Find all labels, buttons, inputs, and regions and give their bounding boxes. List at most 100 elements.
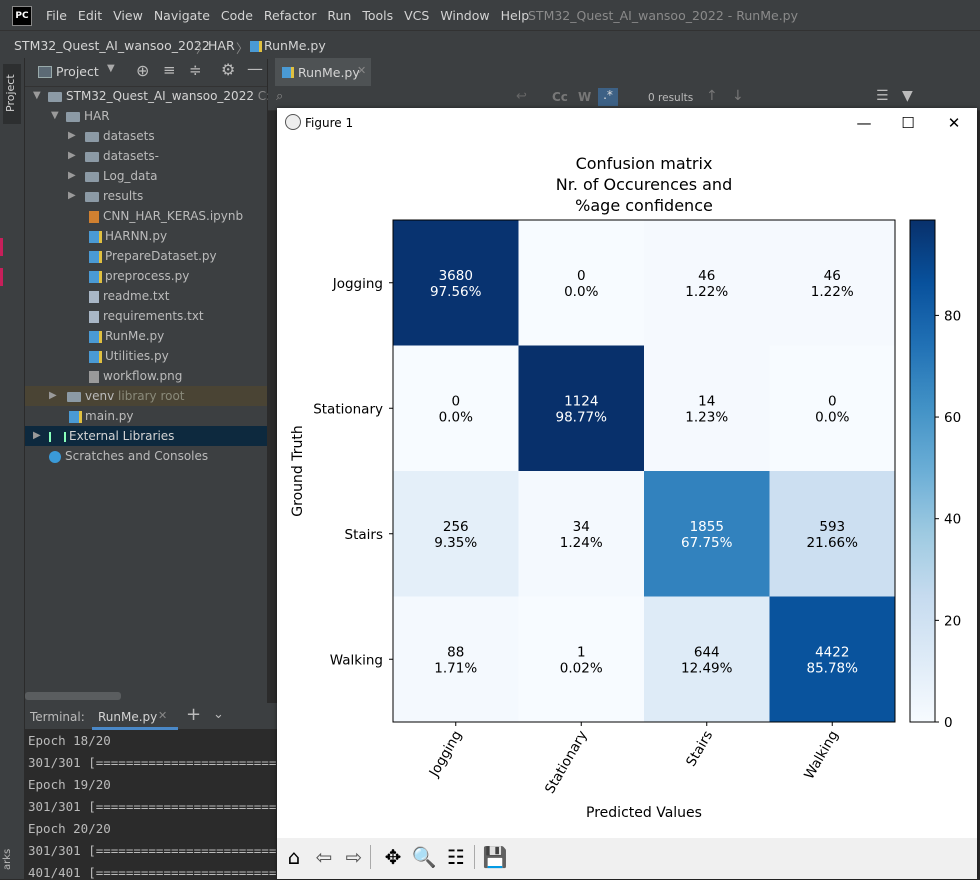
menu-refactor[interactable]: Refactor	[263, 8, 317, 23]
tree-item-file[interactable]: Utilities.py	[25, 346, 267, 366]
configure-icon[interactable]: ☷	[447, 845, 465, 869]
add-terminal-icon[interactable]: +	[186, 704, 202, 725]
home-icon[interactable]: ⌂	[287, 845, 301, 869]
tree-item-file[interactable]: RunMe.py	[25, 326, 267, 346]
x-tick-label: Stairs	[683, 728, 716, 769]
y-axis-label: Ground Truth	[290, 425, 306, 516]
menu-view[interactable]: View	[113, 8, 143, 23]
tree-item-file[interactable]: HARNN.py	[25, 226, 267, 246]
cell-count-label: 46	[824, 268, 841, 284]
back-icon[interactable]: ⇦	[315, 845, 333, 869]
tree-item-external-libraries[interactable]: ▶ External Libraries	[25, 426, 267, 446]
close-icon[interactable]: ✕	[357, 64, 367, 77]
tree-item-label: HAR	[84, 109, 110, 123]
menu-run[interactable]: Run	[327, 8, 352, 23]
editor-tab-runme[interactable]: RunMe.py ✕	[275, 58, 371, 89]
project-tool-tab[interactable]: Project	[3, 64, 21, 124]
tree-item-venv[interactable]: ▶ venv library root	[25, 386, 267, 406]
filter-options-icon[interactable]: ☰	[876, 88, 889, 104]
tree-item-datasets[interactable]: ▶ datasets	[25, 126, 267, 146]
breadcrumb-project[interactable]: STM32_Quest_AI_wansoo_2022	[14, 38, 210, 53]
menu-code[interactable]: Code	[220, 8, 253, 23]
project-panel-title[interactable]: Project	[56, 64, 99, 79]
menu-help[interactable]: Help	[500, 8, 530, 23]
folder-icon	[67, 391, 81, 402]
tree-item-log-data[interactable]: ▶ Log_data	[25, 166, 267, 186]
tree-item-datasets-dash[interactable]: ▶ datasets-	[25, 146, 267, 166]
tree-item-file[interactable]: workflow.png	[25, 366, 267, 386]
folder-icon	[85, 191, 99, 202]
locate-icon[interactable]: ⊕	[136, 61, 150, 80]
close-button[interactable]: ✕	[947, 114, 961, 132]
breadcrumb-har[interactable]: HAR	[208, 38, 235, 53]
heatmap-cell	[518, 596, 645, 723]
python-file-icon	[282, 67, 294, 78]
filter-icon[interactable]: ▼	[902, 88, 913, 104]
maximize-button[interactable]: ☐	[901, 114, 915, 132]
chevron-down-icon[interactable]: ▼	[51, 110, 59, 121]
terminal-tab-label: RunMe.py	[98, 710, 158, 724]
chevron-down-icon[interactable]: ▼	[107, 63, 115, 74]
expand-all-icon[interactable]: ≡	[163, 61, 176, 79]
chevron-right-icon[interactable]: ▶	[68, 170, 76, 181]
cell-count-label: 644	[694, 644, 720, 660]
arrow-up-icon[interactable]: ↑	[706, 88, 718, 104]
tree-item-file[interactable]: CNN_HAR_KERAS.ipynb	[25, 206, 267, 226]
collapse-all-icon[interactable]: ≑	[189, 61, 202, 79]
folder-icon	[48, 91, 62, 102]
regex-toggle[interactable]: .*	[598, 88, 618, 106]
chevron-right-icon[interactable]: ▶	[68, 150, 76, 161]
horizontal-scrollbar[interactable]	[25, 692, 121, 700]
arrow-down-icon[interactable]: ↓	[732, 88, 744, 104]
words-toggle[interactable]: W	[578, 90, 592, 104]
menu-navigate[interactable]: Navigate	[153, 8, 210, 23]
hide-icon[interactable]: —	[247, 59, 263, 78]
chevron-down-icon[interactable]: ⌄	[213, 707, 224, 722]
close-icon[interactable]: ✕	[158, 709, 168, 722]
tree-item-label: preprocess.py	[105, 269, 190, 283]
terminal-panel	[25, 703, 277, 879]
menu-window[interactable]: Window	[440, 8, 490, 23]
chevron-down-icon[interactable]: ▼	[33, 90, 41, 101]
terminal-label: Terminal:	[30, 710, 85, 724]
tree-item-file[interactable]: readme.txt	[25, 286, 267, 306]
match-case-toggle[interactable]: Cc	[552, 90, 568, 104]
menu-file[interactable]: File	[46, 8, 67, 23]
terminal-tab[interactable]: RunMe.py ✕	[92, 706, 178, 730]
chevron-right-icon[interactable]: ▶	[68, 190, 76, 201]
chevron-right-icon[interactable]: ▶	[49, 390, 57, 401]
gear-icon[interactable]: ⚙	[221, 60, 236, 79]
terminal-line: 301/301 [========================	[28, 755, 277, 770]
breadcrumb: STM32_Quest_AI_wansoo_2022 〉 HAR 〉 RunMe…	[0, 30, 980, 60]
cell-percent-label: 12.49%	[681, 660, 733, 676]
pycharm-logo-icon: PC	[12, 6, 32, 26]
heatmap-cell	[644, 596, 770, 723]
minimize-button[interactable]: —	[856, 114, 872, 132]
forward-icon[interactable]: ⇨	[345, 845, 363, 869]
newline-icon[interactable]: ↩	[516, 89, 527, 104]
tree-item-scratches[interactable]: Scratches and Consoles	[25, 446, 267, 466]
breadcrumb-file[interactable]: RunMe.py	[264, 38, 326, 53]
cell-percent-label: 67.75%	[681, 535, 733, 551]
terminal-header: Terminal: RunMe.py ✕ + ⌄	[25, 703, 277, 730]
tree-root[interactable]: ▼ STM32_Quest_AI_wansoo_2022 C:\	[25, 86, 274, 106]
pan-icon[interactable]: ✥	[384, 845, 402, 869]
tree-item-results[interactable]: ▶ results	[25, 186, 267, 206]
chevron-right-icon[interactable]: ▶	[68, 130, 76, 141]
tree-item-label: datasets-	[103, 149, 159, 163]
tree-item-file[interactable]: requirements.txt	[25, 306, 267, 326]
chevron-right-icon[interactable]: ▶	[33, 430, 41, 441]
tree-item-label: HARNN.py	[105, 229, 168, 243]
colorbar-tick-label: 80	[944, 308, 961, 324]
cell-count-label: 3680	[439, 268, 473, 284]
save-icon[interactable]: 💾	[482, 845, 508, 869]
tree-item-main[interactable]: main.py	[25, 406, 267, 426]
search-icon[interactable]: ⌕	[276, 89, 284, 104]
tree-item-file[interactable]: PrepareDataset.py	[25, 246, 267, 266]
tree-item-file[interactable]: preprocess.py	[25, 266, 267, 286]
menu-vcs[interactable]: VCS	[404, 8, 430, 23]
menu-edit[interactable]: Edit	[77, 8, 103, 23]
menu-tools[interactable]: Tools	[362, 8, 394, 23]
zoom-icon[interactable]: 🔍	[411, 845, 437, 869]
tree-item-har[interactable]: ▼ HAR	[25, 106, 267, 126]
